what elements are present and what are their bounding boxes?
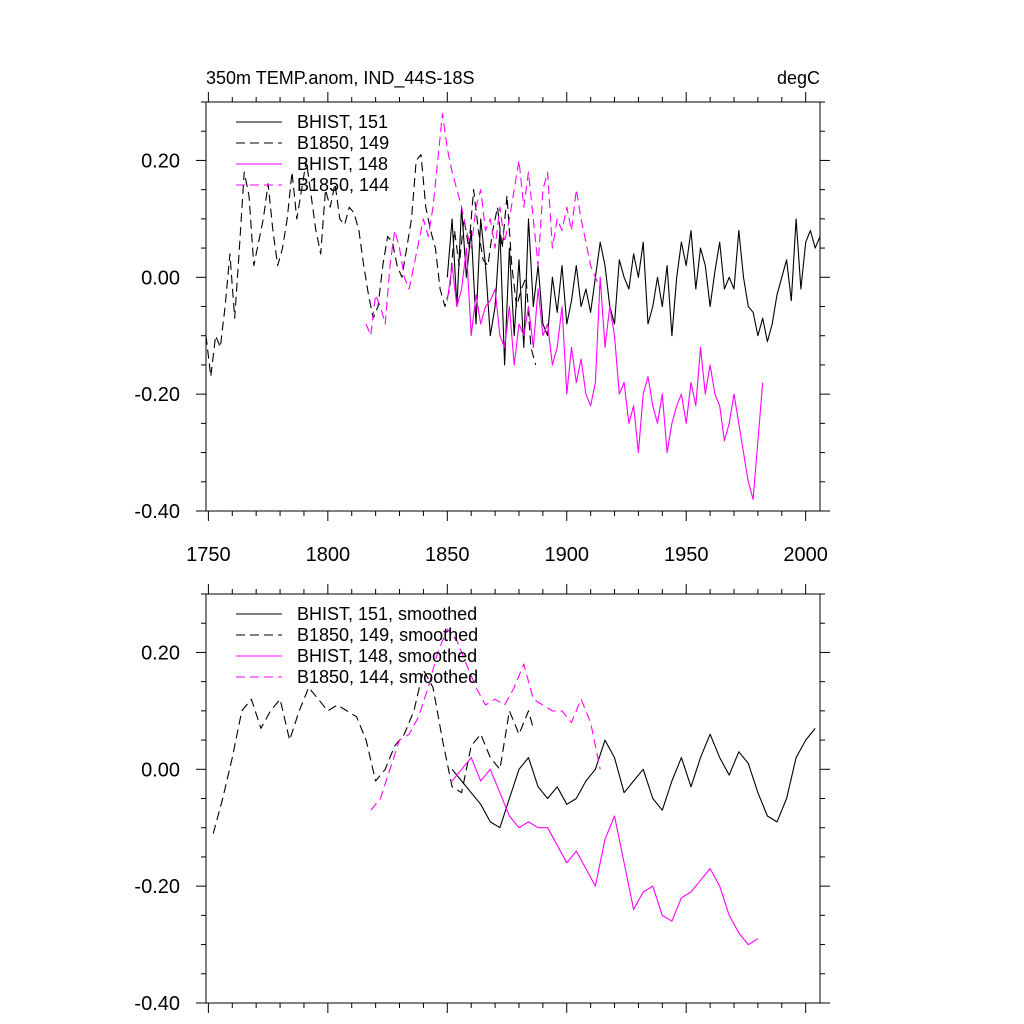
bottom-legend-label-1: BHIST, 151, smoothed: [297, 604, 477, 624]
top-x-tick-label: 1950: [664, 544, 709, 566]
top-y-tick-label: 0.20: [141, 150, 180, 172]
bottom-y-tick-label: 0.00: [141, 759, 180, 781]
top-series-line-2: [206, 154, 537, 378]
bottom-y-tick-label: -0.40: [134, 993, 180, 1015]
top-x-tick-label: 1800: [306, 544, 351, 566]
top-series-line-4: [365, 113, 601, 337]
top-x-tick-label: 1900: [545, 544, 590, 566]
top-series-line-3: [446, 247, 764, 500]
top-series-line-1: [446, 206, 820, 366]
top-legend-label-3: BHIST, 148: [297, 154, 388, 174]
bottom-legend-label-3: BHIST, 148, smoothed: [297, 646, 477, 666]
bottom-y-tick-label: -0.20: [134, 876, 180, 898]
top-y-tick-label: -0.20: [134, 384, 180, 406]
units-label: degC: [777, 68, 820, 88]
top-x-tick-label: 1750: [186, 544, 231, 566]
top-x-tick-label: 2000: [783, 544, 828, 566]
top-legend-label-4: B1850, 144: [297, 175, 389, 195]
bottom-series-line-3: [451, 757, 759, 946]
top-y-tick-label: -0.40: [134, 501, 180, 523]
top-legend-label-2: B1850, 149: [297, 133, 389, 153]
bottom-series-line-4: [370, 628, 601, 811]
top-legend-label-1: BHIST, 151: [297, 112, 388, 132]
chart-title: 350m TEMP.anom, IND_44S-18S: [206, 68, 474, 89]
bottom-series-line-2: [212, 669, 534, 834]
bottom-legend-label-2: B1850, 149, smoothed: [297, 625, 478, 645]
bottom-legend-label-4: B1850, 144, smoothed: [297, 667, 478, 687]
top-y-tick-label: 0.00: [141, 267, 180, 289]
bottom-series-line-1: [451, 728, 816, 829]
bottom-y-tick-label: 0.20: [141, 642, 180, 664]
top-panel: -0.40 -0.20 0.00 0.20 1750 1800 1850 1900 1950 20…: [134, 92, 830, 566]
top-x-tick-label: 1850: [425, 544, 470, 566]
